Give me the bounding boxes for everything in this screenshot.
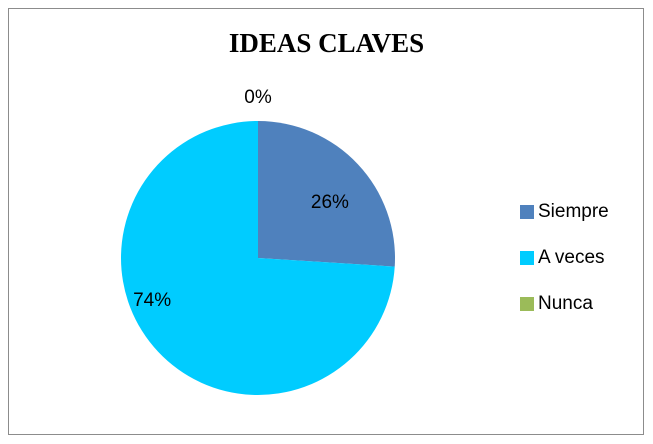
- legend-label-nunca: Nunca: [538, 293, 593, 314]
- legend: Siempre A veces Nunca: [520, 200, 609, 338]
- data-label-nunca: 0%: [244, 87, 272, 108]
- legend-item-nunca: Nunca: [520, 292, 609, 316]
- legend-swatch-nunca: [520, 297, 534, 311]
- pie-slice-a-veces: [121, 121, 395, 396]
- legend-swatch-a-veces: [520, 251, 534, 265]
- legend-item-siempre: Siempre: [520, 200, 609, 224]
- pie-slice-siempre: [258, 121, 395, 267]
- legend-swatch-siempre: [520, 205, 534, 219]
- chart-title: IDEAS CLAVES: [228, 28, 425, 58]
- legend-item-a-veces: A veces: [520, 246, 609, 270]
- data-label-a-veces: 74%: [133, 290, 171, 311]
- legend-label-siempre: Siempre: [538, 201, 609, 222]
- data-label-siempre: 26%: [311, 192, 349, 213]
- legend-label-a-veces: A veces: [538, 247, 605, 268]
